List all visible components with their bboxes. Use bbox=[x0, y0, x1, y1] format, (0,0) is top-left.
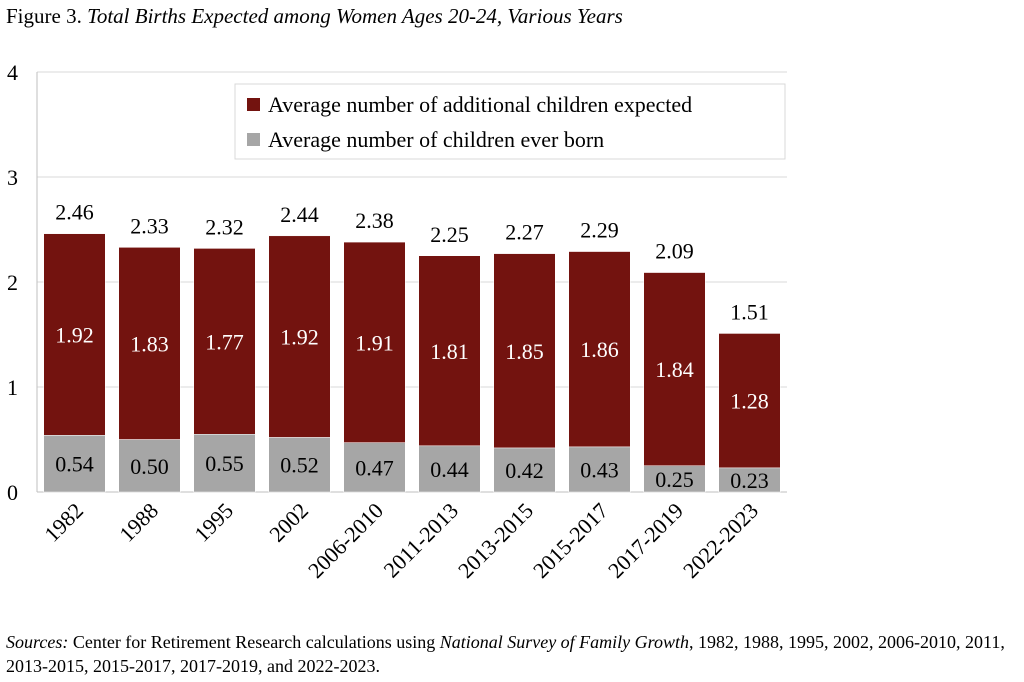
bar-segment-expected bbox=[268, 235, 331, 438]
bar-segment-ever-born bbox=[493, 447, 556, 493]
segment-data-label: 1.92 bbox=[55, 323, 94, 348]
segment-data-label: 0.43 bbox=[580, 457, 619, 482]
segment-data-label: 0.55 bbox=[205, 451, 244, 476]
source-note: Sources: Center for Retirement Research … bbox=[6, 630, 1016, 678]
bar-segment-ever-born bbox=[268, 437, 331, 493]
segment-data-label: 1.84 bbox=[655, 357, 694, 382]
source-years: , 1982, 1988, 1995, 2002, 2006-2010, 201… bbox=[6, 632, 1005, 676]
source-survey: National Survey of Family Growth bbox=[439, 632, 690, 652]
legend-label: Average number of additional children ex… bbox=[268, 92, 692, 117]
total-data-label: 2.25 bbox=[430, 222, 469, 247]
segment-data-label: 1.77 bbox=[205, 329, 244, 354]
segment-data-label: 1.92 bbox=[280, 325, 319, 350]
segment-data-label: 1.91 bbox=[355, 330, 394, 355]
total-data-label: 2.32 bbox=[205, 214, 244, 239]
y-tick-label: 1 bbox=[7, 375, 18, 400]
total-data-label: 2.44 bbox=[280, 202, 319, 227]
segment-data-label: 0.52 bbox=[280, 453, 319, 478]
bar-segment-expected bbox=[568, 251, 631, 448]
segment-data-label: 1.83 bbox=[130, 331, 169, 356]
segment-data-label: 0.50 bbox=[130, 454, 169, 479]
y-tick-label: 4 bbox=[7, 60, 18, 85]
bar-segment-ever-born bbox=[643, 465, 706, 493]
segment-data-label: 0.44 bbox=[430, 457, 469, 482]
x-tick-label: 1988 bbox=[114, 498, 163, 547]
source-text: Center for Retirement Research calculati… bbox=[72, 632, 436, 652]
bar-segment-expected bbox=[718, 333, 781, 469]
total-data-label: 2.46 bbox=[55, 200, 94, 225]
segment-data-label: 0.25 bbox=[655, 467, 694, 492]
segment-data-label: 1.28 bbox=[730, 389, 769, 414]
source-label: Sources: bbox=[6, 632, 69, 652]
bar-segment-expected bbox=[493, 253, 556, 449]
y-tick-label: 3 bbox=[7, 165, 18, 190]
x-tick-label: 2013-2015 bbox=[453, 498, 538, 583]
bar-segment-expected bbox=[343, 241, 406, 443]
bar-segment-ever-born bbox=[568, 446, 631, 493]
legend-swatch bbox=[247, 98, 260, 111]
bar-segment-ever-born bbox=[718, 467, 781, 493]
total-data-label: 2.09 bbox=[655, 239, 694, 264]
bar-segment-expected bbox=[43, 233, 106, 436]
total-data-label: 2.29 bbox=[580, 218, 619, 243]
bar-segment-expected bbox=[118, 247, 181, 440]
segment-data-label: 0.47 bbox=[355, 455, 394, 480]
segment-data-label: 1.85 bbox=[505, 339, 544, 364]
x-tick-label: 2002 bbox=[264, 498, 313, 547]
bar-segment-ever-born bbox=[418, 445, 481, 493]
bar-segment-expected bbox=[418, 255, 481, 447]
stacked-bar-chart: 0.54 1.92 2.46 0.50 1.83 2.33 0.55 1.77 2.32 0.52… bbox=[7, 60, 787, 583]
x-tick-label: 2022-2023 bbox=[678, 498, 763, 583]
total-data-label: 2.38 bbox=[355, 208, 394, 233]
legend-swatch bbox=[247, 133, 260, 146]
segment-data-label: 0.54 bbox=[55, 452, 94, 477]
total-data-label: 2.33 bbox=[130, 213, 169, 238]
x-tick-label: 1982 bbox=[39, 498, 88, 547]
x-tick-label: 2015-2017 bbox=[528, 498, 613, 583]
figure-title: Total Births Expected among Women Ages 2… bbox=[87, 4, 623, 28]
x-tick-label: 2011-2013 bbox=[379, 498, 464, 583]
total-data-label: 2.27 bbox=[505, 220, 544, 245]
x-tick-label: 2017-2019 bbox=[603, 498, 688, 583]
segment-data-label: 1.86 bbox=[580, 337, 619, 362]
x-tick-label: 1995 bbox=[189, 498, 238, 547]
y-tick-label: 2 bbox=[7, 270, 18, 295]
bar-segment-ever-born bbox=[193, 434, 256, 493]
total-data-label: 1.51 bbox=[730, 299, 769, 324]
chart-title: Figure 3. Total Births Expected among Wo… bbox=[6, 4, 623, 29]
bar-segment-expected bbox=[193, 248, 256, 435]
x-tick-label: 2006-2010 bbox=[303, 498, 388, 583]
bar-segment-expected bbox=[643, 272, 706, 466]
segment-data-label: 0.42 bbox=[505, 458, 544, 483]
y-tick-label: 0 bbox=[7, 480, 18, 505]
figure-label: Figure 3. bbox=[6, 4, 82, 28]
bar-segment-ever-born bbox=[43, 435, 106, 493]
legend-box bbox=[234, 83, 786, 160]
segment-data-label: 0.23 bbox=[730, 468, 769, 493]
legend-label: Average number of children ever born bbox=[268, 127, 604, 152]
segment-data-label: 1.81 bbox=[430, 339, 469, 364]
